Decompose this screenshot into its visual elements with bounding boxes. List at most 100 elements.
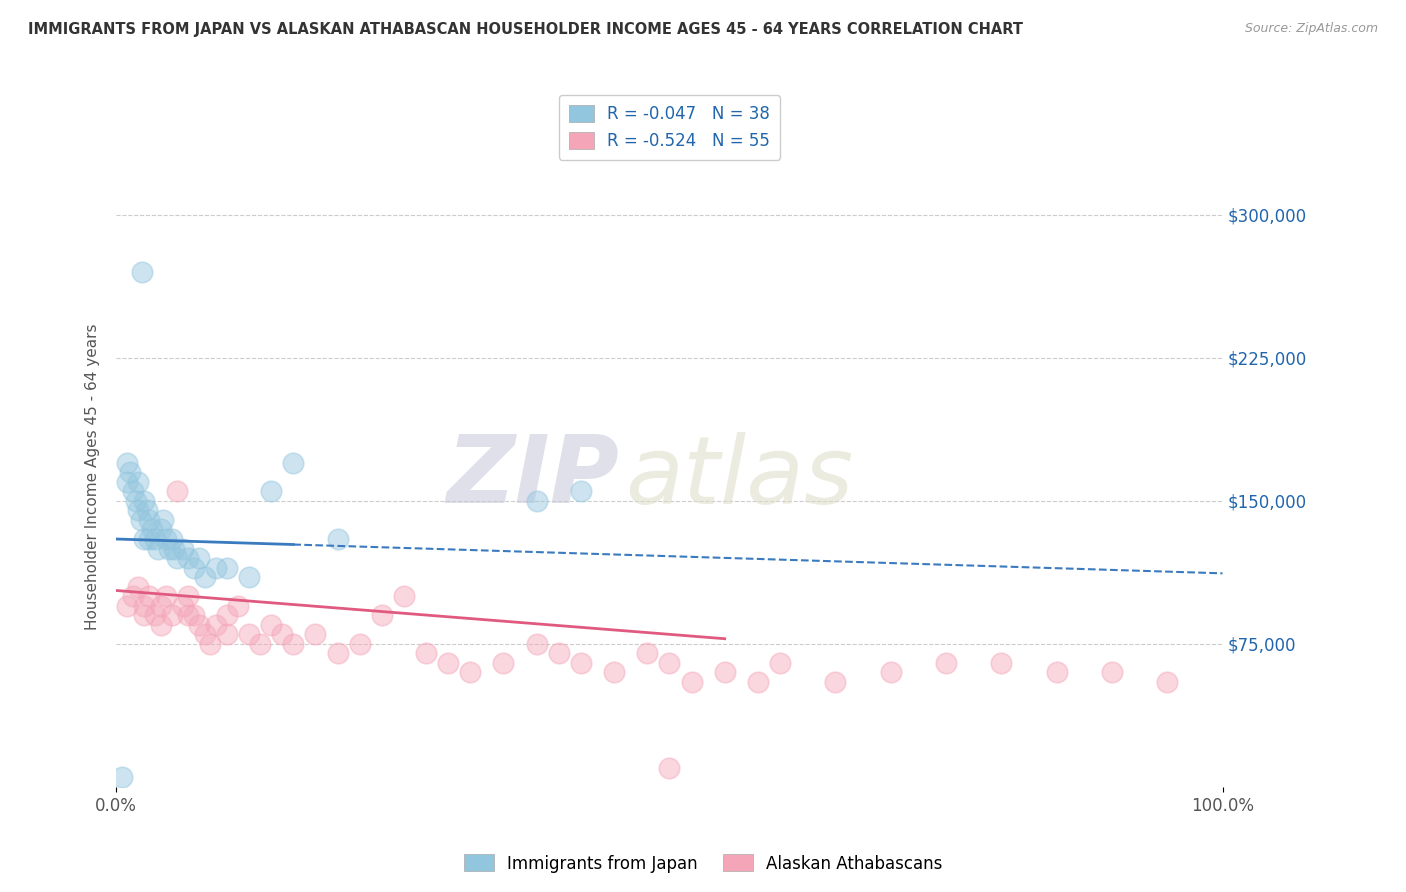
Point	[127, 580, 149, 594]
Point	[547, 647, 569, 661]
Point	[177, 589, 200, 603]
Point	[526, 494, 548, 508]
Point	[143, 532, 166, 546]
Point	[194, 627, 217, 641]
Point	[138, 589, 160, 603]
Point	[226, 599, 249, 613]
Point	[177, 608, 200, 623]
Point	[117, 599, 139, 613]
Point	[160, 608, 183, 623]
Point	[149, 523, 172, 537]
Legend: Immigrants from Japan, Alaskan Athabascans: Immigrants from Japan, Alaskan Athabasca…	[457, 847, 949, 880]
Point	[138, 513, 160, 527]
Point	[129, 513, 152, 527]
Point	[747, 675, 769, 690]
Point	[118, 465, 141, 479]
Point	[188, 551, 211, 566]
Point	[603, 665, 626, 680]
Point	[149, 617, 172, 632]
Point	[166, 484, 188, 499]
Point	[132, 608, 155, 623]
Point	[200, 637, 222, 651]
Point	[569, 656, 592, 670]
Point	[283, 637, 305, 651]
Point	[392, 589, 415, 603]
Point	[658, 761, 681, 775]
Point	[188, 617, 211, 632]
Point	[249, 637, 271, 651]
Text: atlas: atlas	[626, 432, 853, 523]
Point	[492, 656, 515, 670]
Point	[160, 532, 183, 546]
Point	[157, 541, 180, 556]
Point	[326, 647, 349, 661]
Point	[132, 494, 155, 508]
Point	[136, 503, 159, 517]
Point	[141, 523, 163, 537]
Point	[121, 589, 143, 603]
Point	[1156, 675, 1178, 690]
Point	[1101, 665, 1123, 680]
Point	[238, 570, 260, 584]
Point	[205, 560, 228, 574]
Point	[127, 475, 149, 489]
Point	[569, 484, 592, 499]
Point	[260, 617, 283, 632]
Point	[879, 665, 901, 680]
Point	[260, 484, 283, 499]
Point	[824, 675, 846, 690]
Point	[283, 456, 305, 470]
Text: ZIP: ZIP	[447, 431, 620, 523]
Point	[172, 541, 194, 556]
Point	[458, 665, 481, 680]
Point	[155, 532, 177, 546]
Point	[149, 599, 172, 613]
Point	[304, 627, 326, 641]
Point	[132, 599, 155, 613]
Point	[117, 475, 139, 489]
Point	[194, 570, 217, 584]
Point	[163, 541, 186, 556]
Point	[415, 647, 437, 661]
Point	[658, 656, 681, 670]
Point	[1045, 665, 1067, 680]
Point	[138, 532, 160, 546]
Y-axis label: Householder Income Ages 45 - 64 years: Householder Income Ages 45 - 64 years	[86, 324, 100, 631]
Point	[183, 608, 205, 623]
Point	[131, 265, 153, 279]
Point	[117, 456, 139, 470]
Point	[166, 551, 188, 566]
Point	[132, 532, 155, 546]
Point	[526, 637, 548, 651]
Point	[121, 484, 143, 499]
Point	[205, 617, 228, 632]
Text: Source: ZipAtlas.com: Source: ZipAtlas.com	[1244, 22, 1378, 36]
Text: IMMIGRANTS FROM JAPAN VS ALASKAN ATHABASCAN HOUSEHOLDER INCOME AGES 45 - 64 YEAR: IMMIGRANTS FROM JAPAN VS ALASKAN ATHABAS…	[28, 22, 1024, 37]
Point	[152, 513, 174, 527]
Point	[155, 589, 177, 603]
Point	[769, 656, 792, 670]
Point	[183, 560, 205, 574]
Point	[238, 627, 260, 641]
Point	[349, 637, 371, 651]
Point	[371, 608, 394, 623]
Point	[935, 656, 957, 670]
Point	[125, 494, 148, 508]
Point	[111, 770, 134, 784]
Point	[177, 551, 200, 566]
Legend: R = -0.047   N = 38, R = -0.524   N = 55: R = -0.047 N = 38, R = -0.524 N = 55	[558, 95, 780, 160]
Point	[636, 647, 658, 661]
Point	[127, 503, 149, 517]
Point	[215, 608, 238, 623]
Point	[148, 541, 170, 556]
Point	[172, 599, 194, 613]
Point	[215, 627, 238, 641]
Point	[990, 656, 1012, 670]
Point	[681, 675, 703, 690]
Point	[271, 627, 294, 641]
Point	[215, 560, 238, 574]
Point	[437, 656, 460, 670]
Point	[326, 532, 349, 546]
Point	[143, 608, 166, 623]
Point	[713, 665, 735, 680]
